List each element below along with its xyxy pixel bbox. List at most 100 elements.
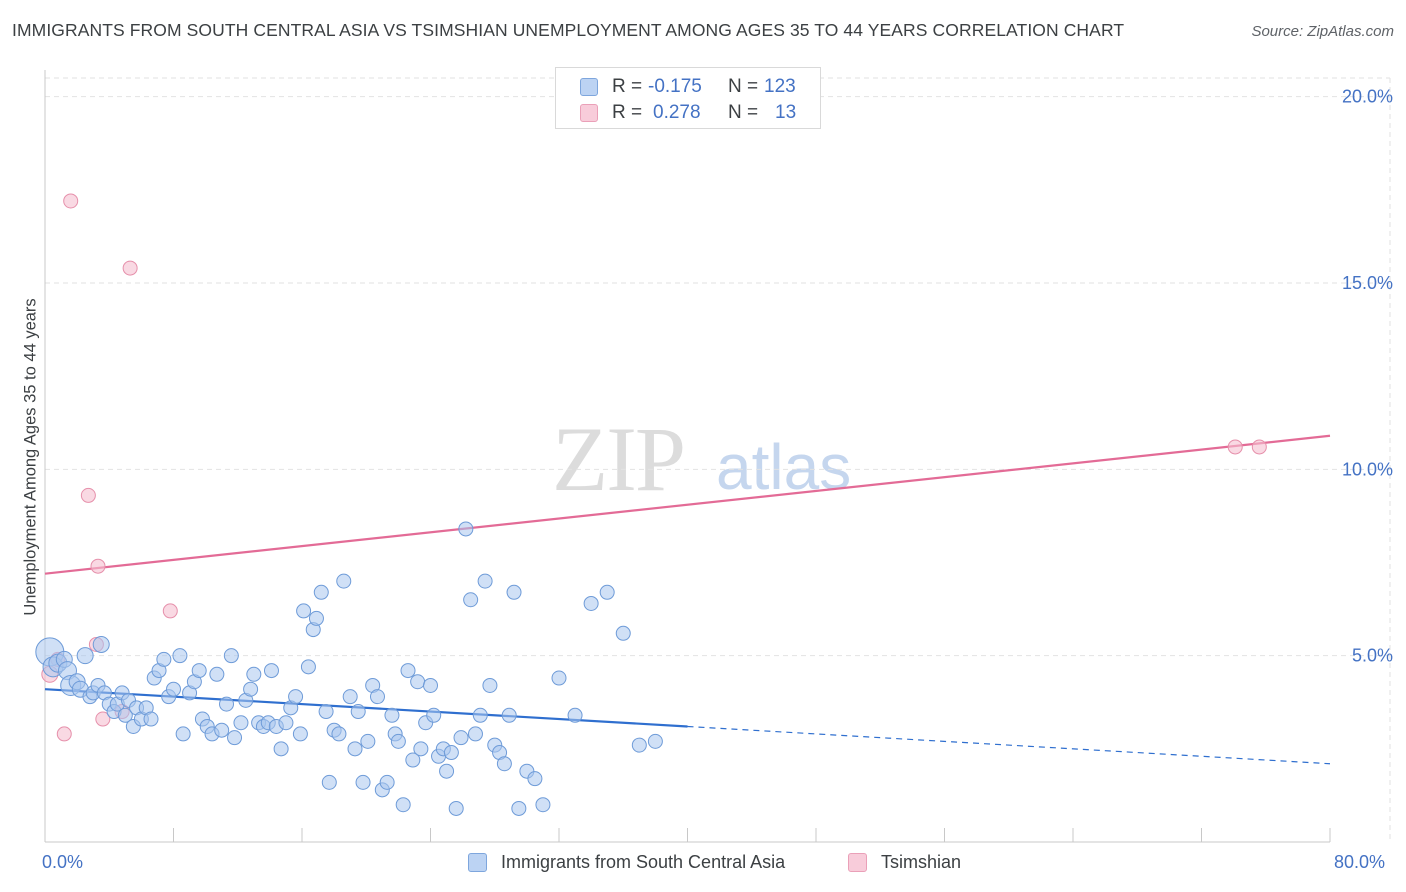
y-tick-label: 5.0% xyxy=(1352,646,1393,666)
south-central-asia-points xyxy=(35,521,663,816)
x-tick-label-min: 0.0% xyxy=(42,852,84,872)
south-central-asia-point xyxy=(472,707,488,723)
south-central-asia-point xyxy=(482,677,498,693)
south-central-asia-point xyxy=(278,715,294,731)
legend-swatch-blue xyxy=(580,78,598,96)
y-tick-labels: 5.0% 10.0% 15.0% 20.0% xyxy=(1342,87,1393,666)
south-central-asia-point xyxy=(439,763,455,779)
south-central-asia-point xyxy=(292,726,308,742)
south-central-asia-point xyxy=(223,648,239,664)
tsimshian-trend-line xyxy=(44,434,1331,575)
south-central-asia-point xyxy=(233,715,249,731)
legend-r-value: 0.278 xyxy=(653,102,701,123)
south-central-asia-point xyxy=(506,584,522,600)
south-central-asia-point xyxy=(448,800,464,816)
south-central-asia-point xyxy=(191,663,207,679)
south-central-asia-point xyxy=(443,745,459,761)
south-central-asia-point xyxy=(143,711,159,727)
south-central-asia-point xyxy=(369,689,385,705)
south-central-asia-point xyxy=(463,592,479,608)
south-central-asia-point xyxy=(117,707,133,723)
south-central-asia-trend-extension xyxy=(687,725,1331,765)
tsimshian-point xyxy=(80,487,96,503)
series-label-pink: Tsimshian xyxy=(881,852,962,872)
south-central-asia-point xyxy=(400,663,416,679)
south-central-asia-point xyxy=(166,681,181,697)
tsimshian-point xyxy=(1251,439,1267,455)
legend-n-value: 13 xyxy=(775,102,797,123)
south-central-asia-point xyxy=(219,696,235,712)
south-central-asia-point xyxy=(423,677,438,693)
tsimshian-point xyxy=(56,726,72,742)
zipatlas-watermark: ZIP atlas xyxy=(552,408,851,510)
south-central-asia-point xyxy=(410,674,426,690)
chart-title: IMMIGRANTS FROM SOUTH CENTRAL ASIA VS TS… xyxy=(12,20,1125,40)
south-central-asia-point xyxy=(313,584,329,600)
south-central-asia-point xyxy=(246,666,262,682)
south-central-asia-point xyxy=(342,689,358,705)
watermark-atlas-text: atlas xyxy=(716,431,851,503)
south-central-asia-point xyxy=(583,595,599,611)
south-central-asia-point xyxy=(413,741,429,757)
south-central-asia-point xyxy=(458,521,474,537)
south-central-asia-point xyxy=(355,774,371,790)
tsimshian-point xyxy=(162,603,178,619)
trend-lines xyxy=(44,434,1331,765)
y-tick-label: 20.0% xyxy=(1342,87,1393,107)
x-tick-label-max: 80.0% xyxy=(1334,852,1386,872)
south-central-asia-point xyxy=(426,707,442,723)
south-central-asia-point xyxy=(331,726,347,742)
legend-r-value: -0.175 xyxy=(648,76,702,97)
tsimshian-point xyxy=(1227,439,1243,455)
watermark-zip-text: ZIP xyxy=(552,408,684,510)
south-central-asia-point xyxy=(615,625,631,641)
south-central-asia-point xyxy=(300,659,316,675)
tsimshian-point xyxy=(122,260,138,276)
axes xyxy=(44,70,1331,843)
series-label-blue: Immigrants from South Central Asia xyxy=(501,852,786,872)
gridlines xyxy=(45,77,1391,842)
south-central-asia-point xyxy=(384,707,400,723)
south-central-asia-point xyxy=(209,666,225,682)
south-central-asia-point xyxy=(527,771,543,787)
south-central-asia-point xyxy=(243,681,259,697)
south-central-asia-point xyxy=(263,663,279,679)
legend-r-label: R = xyxy=(612,76,643,97)
south-central-asia-point xyxy=(76,647,94,665)
legend-n-label: N = xyxy=(728,76,759,97)
south-central-asia-point xyxy=(477,573,493,589)
y-tick-label: 10.0% xyxy=(1342,459,1393,479)
source-credit: Source: ZipAtlas.com xyxy=(1251,23,1394,40)
south-central-asia-point xyxy=(551,670,567,686)
south-central-asia-point xyxy=(156,651,172,667)
south-central-asia-point xyxy=(567,707,583,723)
tsimshian-point xyxy=(63,193,79,209)
south-central-asia-point xyxy=(350,704,366,720)
south-central-asia-point xyxy=(453,730,469,746)
south-central-asia-point xyxy=(631,737,647,753)
series-swatch-pink xyxy=(848,853,867,872)
south-central-asia-point xyxy=(172,648,188,664)
legend-swatch-pink xyxy=(580,104,598,122)
south-central-asia-point xyxy=(511,800,527,816)
series-swatch-blue xyxy=(468,853,487,872)
stats-legend: R = -0.175 N = 123 R = 0.278 N = 13 xyxy=(555,67,821,129)
south-central-asia-point xyxy=(496,756,512,772)
south-central-asia-point xyxy=(273,741,289,757)
south-central-asia-point xyxy=(318,704,334,720)
legend-n-label: N = xyxy=(728,102,759,123)
south-central-asia-point xyxy=(405,752,421,768)
tsimshian-point xyxy=(90,558,106,574)
south-central-asia-point xyxy=(214,722,230,738)
south-central-asia-point xyxy=(227,730,243,746)
south-central-asia-point xyxy=(296,603,312,619)
tsimshian-point xyxy=(95,711,111,727)
south-central-asia-point xyxy=(501,707,517,723)
south-central-asia-point xyxy=(347,741,363,757)
south-central-asia-point xyxy=(395,797,411,813)
south-central-asia-point xyxy=(336,573,352,589)
y-tick-label: 15.0% xyxy=(1342,273,1393,293)
south-central-asia-point xyxy=(321,774,337,790)
south-central-asia-point xyxy=(647,733,663,749)
